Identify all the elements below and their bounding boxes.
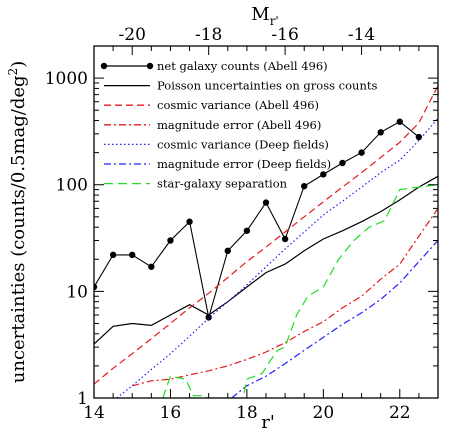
y-tick-label: 1 xyxy=(77,389,88,409)
x-tick-label: 22 xyxy=(389,403,411,423)
legend-label: cosmic variance (Abell 496) xyxy=(157,98,319,112)
x-tick-label: 16 xyxy=(160,403,182,423)
top-tick-label: -14 xyxy=(348,25,375,45)
series-line-7 xyxy=(162,184,438,398)
legend-label: magnitude error (Deep fields) xyxy=(157,157,331,171)
data-point xyxy=(396,118,403,125)
data-point xyxy=(377,129,384,136)
data-point xyxy=(262,199,270,206)
legend-label: Poisson uncertainties on gross counts xyxy=(157,79,377,93)
series-line-2 xyxy=(94,175,438,345)
top-tick-label: -16 xyxy=(271,25,298,45)
y-tick-label: 1000 xyxy=(45,69,88,89)
top-tick-label: -18 xyxy=(195,25,222,45)
y-tick-label: 100 xyxy=(56,176,88,196)
top-tick-label: -20 xyxy=(119,25,146,45)
x-tick-label: 20 xyxy=(313,403,335,423)
series-line-3 xyxy=(94,85,438,385)
legend-marker xyxy=(146,62,154,70)
legend-label: magnitude error (Abell 496) xyxy=(157,118,321,132)
series-line-1 xyxy=(94,121,420,318)
x-tick-label: 14 xyxy=(83,403,105,423)
data-point xyxy=(186,218,193,225)
data-point xyxy=(224,247,231,255)
data-point xyxy=(167,237,174,244)
data-point xyxy=(415,133,423,141)
data-point xyxy=(94,283,98,291)
data-point xyxy=(148,263,155,270)
x-axis-title: r' xyxy=(261,412,275,433)
data-point xyxy=(339,159,346,167)
data-point xyxy=(320,171,327,178)
data-point xyxy=(243,227,251,234)
series-line-4 xyxy=(132,208,438,387)
data-point xyxy=(281,235,289,243)
data-point xyxy=(358,149,365,156)
data-point xyxy=(109,251,117,259)
series-line-5 xyxy=(116,117,438,398)
y-axis-title: uncertainties (counts/0.5mag/deg2) xyxy=(6,61,29,383)
x-tick-label: 18 xyxy=(236,403,258,423)
legend-label: net galaxy counts (Abell 496) xyxy=(157,59,328,73)
data-point xyxy=(129,251,136,259)
y-tick-label: 10 xyxy=(66,282,88,302)
top-axis-title: Mr' xyxy=(251,4,278,28)
series-line-6 xyxy=(231,240,438,398)
legend-label: cosmic variance (Deep fields) xyxy=(157,137,329,151)
data-point xyxy=(205,314,212,321)
legend-label: star-galaxy separation xyxy=(157,177,288,191)
data-point xyxy=(301,182,308,190)
legend-marker xyxy=(100,62,108,70)
